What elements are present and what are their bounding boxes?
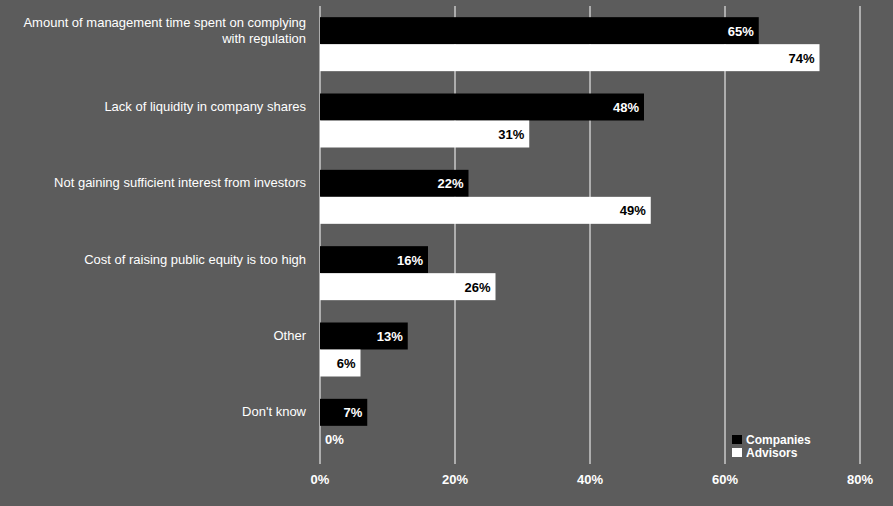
- data-label: 22%: [437, 176, 463, 191]
- bar: [320, 323, 408, 350]
- bars: [320, 17, 820, 426]
- legend-swatch: [732, 448, 742, 457]
- data-label: 16%: [397, 253, 423, 268]
- grid-line: [860, 6, 861, 464]
- category-line: Lack of liquidity in company shares: [104, 99, 306, 114]
- chart: 0% 20% 40% 60% 80% 65% 74% 48% 31% 22% 49% 16% 26% 13…: [0, 0, 893, 506]
- data-label: 31%: [498, 127, 524, 142]
- bar: [320, 121, 529, 148]
- data-label: 49%: [620, 203, 646, 218]
- bar: [320, 94, 644, 121]
- grid-line: [725, 6, 726, 464]
- tick-label: 80%: [847, 472, 873, 487]
- grid-line: [455, 6, 456, 464]
- grid-line: [590, 6, 591, 464]
- bar: [320, 399, 367, 426]
- tick-label: 0%: [311, 472, 330, 487]
- tick-label: 60%: [712, 472, 738, 487]
- bar: [320, 246, 428, 273]
- background: [0, 0, 893, 506]
- tick-label: 40%: [577, 472, 603, 487]
- category-line: with regulation: [221, 31, 306, 46]
- data-label: 65%: [728, 24, 754, 39]
- bar: [320, 17, 759, 44]
- data-label: 13%: [377, 329, 403, 344]
- category-line: Other: [273, 328, 306, 343]
- legend-swatch: [732, 435, 742, 444]
- data-label: 26%: [464, 280, 490, 295]
- category-label: Not gaining sufficient interest from inv…: [54, 175, 306, 190]
- bar: [320, 197, 651, 224]
- data-labels: 65% 74% 48% 31% 22% 49% 16% 26% 13% 6% 7% 0%: [325, 24, 815, 448]
- legend-label: Companies: [746, 433, 811, 447]
- tick-label: 20%: [442, 472, 468, 487]
- data-label: 48%: [613, 100, 639, 115]
- bar: [320, 273, 496, 300]
- category-line: Cost of raising public equity is too hig…: [84, 252, 306, 267]
- category-label: Other: [273, 328, 306, 343]
- category-line: Not gaining sufficient interest from inv…: [54, 175, 306, 190]
- grid-line: [320, 6, 321, 464]
- category-line: Don't know: [242, 404, 307, 419]
- data-label: 74%: [788, 51, 814, 66]
- category-label: Lack of liquidity in company shares: [104, 99, 306, 114]
- bar: [320, 170, 469, 197]
- bar: [320, 426, 321, 453]
- category-label: Don't know: [242, 404, 307, 419]
- data-label: 7%: [343, 405, 362, 420]
- bar: [320, 350, 361, 377]
- data-label: 0%: [325, 432, 344, 447]
- category-label: Cost of raising public equity is too hig…: [84, 252, 306, 267]
- category-line: Amount of management time spent on compl…: [23, 15, 306, 30]
- legend: CompaniesAdvisors: [732, 433, 811, 460]
- grid: [320, 6, 860, 464]
- category-label: Amount of management time spent on compl…: [23, 15, 306, 46]
- data-label: 6%: [337, 356, 356, 371]
- bar: [320, 44, 820, 71]
- legend-label: Advisors: [746, 446, 798, 460]
